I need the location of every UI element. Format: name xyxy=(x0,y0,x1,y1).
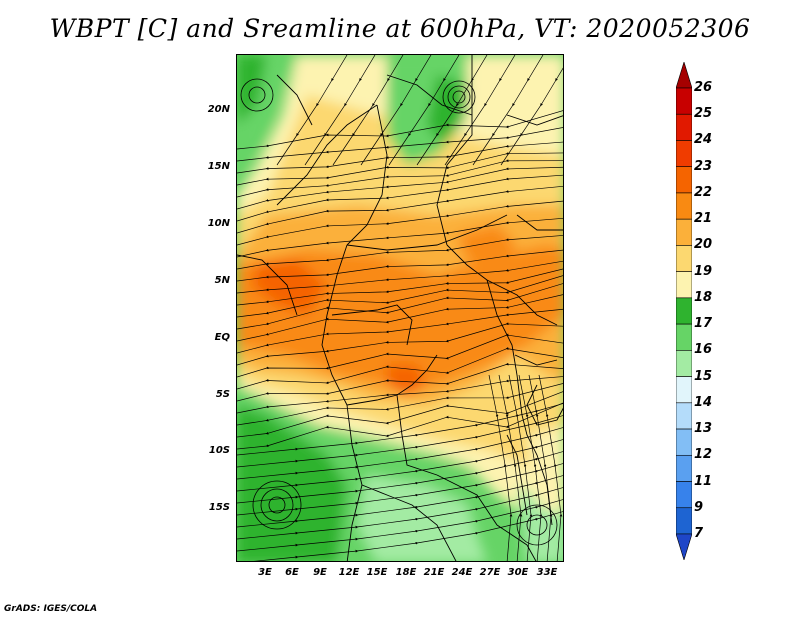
streamline xyxy=(472,55,544,166)
lon-label-6e: 6E xyxy=(285,567,299,578)
colorbar-bin xyxy=(676,481,692,509)
colorbar-label: 7 xyxy=(694,526,704,541)
streamline xyxy=(332,55,404,166)
lat-label-10s: 10S xyxy=(208,445,230,456)
map-panel xyxy=(236,54,564,562)
lon-label-15e: 15E xyxy=(366,567,388,578)
lat-label-15n: 15N xyxy=(207,161,230,172)
streamlines xyxy=(237,55,563,561)
colorbar-label: 17 xyxy=(694,316,713,332)
streamline xyxy=(388,55,460,166)
colorbar-bin xyxy=(676,454,692,482)
lon-label-27e: 27E xyxy=(479,567,501,578)
lon-label-12e: 12E xyxy=(338,567,360,578)
colorbar-bin xyxy=(676,62,692,89)
colorbar-label: 13 xyxy=(694,421,713,437)
colorbar-bin xyxy=(676,297,692,325)
colorbar-bin xyxy=(676,192,692,220)
streamline xyxy=(500,67,563,166)
lon-label-3e: 3E xyxy=(258,567,272,578)
colorbar-bin xyxy=(676,218,692,246)
colorbar-label: 23 xyxy=(694,158,713,174)
colorbar-bin xyxy=(676,245,692,272)
colorbar-label: 9 xyxy=(694,499,704,515)
lat-label-5s: 5S xyxy=(215,389,230,400)
colorbar-label: 21 xyxy=(694,211,713,227)
streamline xyxy=(508,374,533,561)
streamline xyxy=(518,374,543,561)
lon-label-30e: 30E xyxy=(507,567,529,578)
streamline xyxy=(498,374,523,561)
colorbar-bin xyxy=(676,140,692,168)
streamline xyxy=(360,55,432,166)
streamline xyxy=(253,511,563,561)
lon-label-33e: 33E xyxy=(536,567,558,578)
colorbar-bin xyxy=(676,271,692,299)
colorbar-bin xyxy=(676,350,692,377)
streamline xyxy=(444,55,516,166)
colorbar-label: 11 xyxy=(694,473,713,489)
colorbar-bin xyxy=(676,87,692,115)
colorbar-bin xyxy=(676,533,692,560)
colorbar xyxy=(676,62,692,560)
map-title: WBPT [C] and Sreamline at 600hPa, VT: 20… xyxy=(49,14,751,43)
streamline xyxy=(304,55,376,166)
colorbar-bin xyxy=(676,376,692,404)
colorbar-label: 24 xyxy=(694,132,713,148)
lat-label-eq: EQ xyxy=(214,332,230,343)
lat-label-10n: 10N xyxy=(207,218,230,229)
streamline xyxy=(416,55,488,166)
colorbar-label: 22 xyxy=(694,184,713,200)
lat-label-5n: 5N xyxy=(214,275,230,286)
colorbar-label: 16 xyxy=(694,342,713,358)
lon-label-24e: 24E xyxy=(451,567,473,578)
streamline xyxy=(276,55,348,166)
streamline xyxy=(528,374,553,561)
colorbar-label: 14 xyxy=(694,394,713,410)
colorbar-label: 26 xyxy=(694,80,713,95)
lon-label-21e: 21E xyxy=(423,567,445,578)
colorbar-bin xyxy=(676,507,692,535)
colorbar-bin xyxy=(676,113,692,141)
colorbar-label: 12 xyxy=(694,447,713,463)
colorbar-label: 20 xyxy=(694,237,713,253)
colorbar-bin xyxy=(676,166,692,194)
map-canvas xyxy=(237,55,563,561)
colorbar-bin xyxy=(676,402,692,430)
colorbar-label: 25 xyxy=(694,106,713,122)
colorbar-bin xyxy=(676,323,692,351)
colorbar-label: 15 xyxy=(694,368,713,384)
colorbar-bin xyxy=(676,428,692,456)
streamline xyxy=(538,374,563,561)
colorbar-label: 19 xyxy=(694,263,713,279)
lat-label-20n: 20N xyxy=(207,104,230,115)
footer-credit: GrADS: IGES/COLA xyxy=(4,604,98,614)
vortex-features xyxy=(240,78,558,546)
colorbar-label: 18 xyxy=(694,289,713,305)
lat-label-15s: 15S xyxy=(208,502,230,513)
lon-label-18e: 18E xyxy=(395,567,417,578)
streamline xyxy=(488,374,513,561)
lon-label-9e: 9E xyxy=(313,567,327,578)
